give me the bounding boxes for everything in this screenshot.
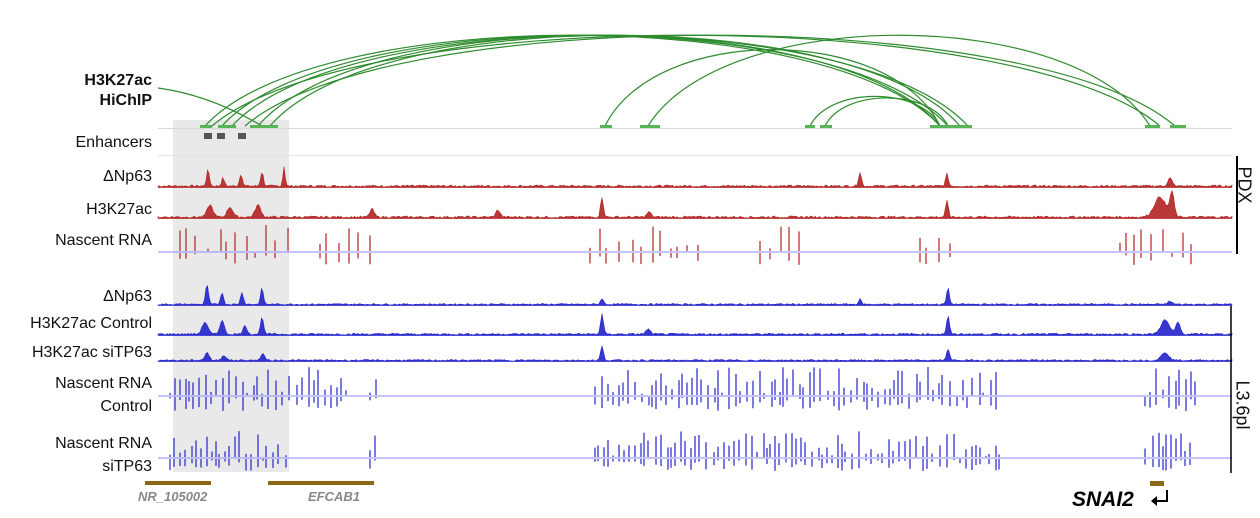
pdx-group-label: PDX <box>1234 166 1255 204</box>
pdx-np63-label: ΔNp63 <box>103 168 152 185</box>
l36-h3k27ac-control-label: H3K27ac Control <box>30 315 152 332</box>
enhancer-block <box>238 133 246 139</box>
gene-model-efcab1 <box>268 481 374 485</box>
hichip-loop <box>604 49 941 127</box>
hichip-loop <box>809 95 941 127</box>
hichip-anchor <box>250 125 278 128</box>
l36-h3k27ac-sitp63-label: H3K27ac siTP63 <box>31 344 152 361</box>
hichip-loop <box>204 34 941 127</box>
pdx-np63-signal <box>157 166 1233 188</box>
l36-nascent-control-label-2: Control <box>100 398 152 415</box>
hichip-anchor <box>640 125 660 128</box>
gene-label-snai2: SNAI2 <box>1072 488 1134 511</box>
l36-h3k27ac-control-signal <box>157 313 1233 336</box>
hichip-loop <box>244 34 1176 127</box>
l36-nascent-sitp63-label-1: Nascent RNA <box>55 435 152 452</box>
hichip-loop <box>221 34 949 127</box>
hichip-loop <box>824 97 949 127</box>
hichip-anchor <box>600 125 612 128</box>
gene-label-nr105002: NR_105002 <box>138 489 208 504</box>
enhancer-block <box>217 133 225 139</box>
hichip-loop <box>157 87 263 127</box>
enhancers-label: Enhancers <box>75 134 153 151</box>
tss-arrow-icon <box>1155 490 1168 502</box>
pdx-nascent-label: Nascent RNA <box>55 232 152 249</box>
hichip-anchor <box>820 125 832 128</box>
pdx-h3k27ac-label: H3K27ac <box>86 201 152 218</box>
enhancer-block <box>204 133 212 139</box>
l36-h3k27ac-sitp63-signal <box>157 345 1233 362</box>
hichip-anchor <box>1145 125 1160 128</box>
hichip-anchor <box>1170 125 1186 128</box>
hichip-label-line2: HiChIP <box>99 92 152 109</box>
hichip-anchor <box>805 125 815 128</box>
gene-model-snai2 <box>1150 481 1164 486</box>
highlight-region <box>173 120 289 472</box>
pdx-h3k27ac-signal <box>157 189 1233 219</box>
gene-label-efcab1: EFCAB1 <box>308 489 361 504</box>
tss-arrowhead-icon <box>1151 496 1157 506</box>
hichip-anchor <box>930 125 972 128</box>
hichip-anchor <box>200 125 212 128</box>
hichip-loop <box>647 34 1151 127</box>
l36-np63-label: ΔNp63 <box>103 288 152 305</box>
hichip-loop <box>269 34 961 127</box>
hichip-anchor <box>218 125 236 128</box>
l36-np63-signal <box>157 284 1233 306</box>
gene-model-nr105002 <box>145 481 211 485</box>
l36-nascent-sitp63-label-2: siTP63 <box>102 458 152 475</box>
hichip-label-line1: H3K27ac <box>84 72 152 89</box>
hichip-loop <box>231 34 969 127</box>
hichip-loop <box>257 34 941 127</box>
l36pl-group-label: L3.6pl <box>1232 380 1253 430</box>
l36-nascent-control-label-1: Nascent RNA <box>55 375 152 392</box>
